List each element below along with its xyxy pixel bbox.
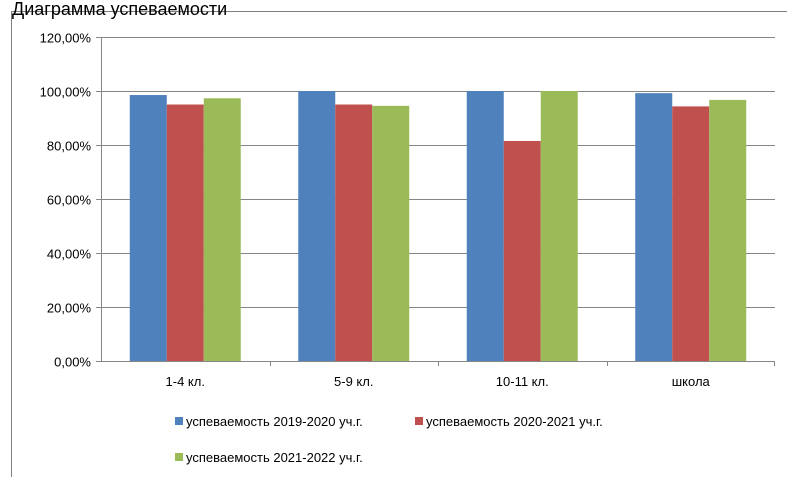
bars — [129, 91, 747, 362]
legend-swatch — [415, 417, 423, 425]
legend-item: успеваемость 2021-2022 уч.г. — [175, 450, 363, 465]
bar — [672, 106, 710, 361]
y-tick-label: 60,00% — [47, 193, 92, 208]
y-tick-label: 80,00% — [47, 139, 92, 154]
legend-swatch — [175, 417, 183, 425]
x-tick-label: школа — [672, 374, 711, 389]
bar — [203, 98, 241, 361]
x-axis-tick-labels: 1-4 кл. 5-9 кл. 10-11 кл. школа — [166, 374, 711, 389]
bar — [709, 99, 747, 361]
legend-swatch — [175, 453, 183, 461]
y-tick-label: 20,00% — [47, 301, 92, 316]
bar — [129, 95, 167, 362]
chart-caption: Диаграмма успеваемости — [12, 0, 228, 19]
bar — [298, 91, 336, 361]
x-tick-label: 1-4 кл. — [166, 374, 205, 389]
y-axis-tick-labels: 0,00% 20,00% 40,00% 60,00% 80,00% 100,00% 120,… — [40, 31, 92, 370]
bar — [503, 140, 541, 361]
legend-label: успеваемость 2021-2022 уч.г. — [186, 450, 363, 465]
bar — [540, 91, 578, 361]
bar — [466, 91, 504, 361]
chart-frame: Диаграмма успеваемости — [11, 0, 787, 477]
y-tick-label: 120,00% — [40, 31, 92, 46]
y-tick-label: 100,00% — [40, 85, 92, 100]
bar — [635, 93, 673, 361]
legend-label: успеваемость 2019-2020 уч.г. — [186, 414, 363, 429]
y-tick-label: 0,00% — [54, 355, 91, 370]
legend-item: успеваемость 2019-2020 уч.г. — [175, 414, 363, 429]
legend-label: успеваемость 2020-2021 уч.г. — [426, 414, 603, 429]
bar — [372, 105, 410, 361]
y-tick-label: 40,00% — [47, 247, 92, 262]
x-tick-label: 10-11 кл. — [496, 374, 549, 389]
bar — [335, 104, 373, 361]
legend: успеваемость 2019-2020 уч.г. успеваемость… — [175, 414, 603, 465]
x-tick-label: 5-9 кл. — [334, 374, 373, 389]
legend-item: успеваемость 2020-2021 уч.г. — [415, 414, 603, 429]
x-axis — [96, 37, 775, 366]
bar — [166, 104, 204, 361]
